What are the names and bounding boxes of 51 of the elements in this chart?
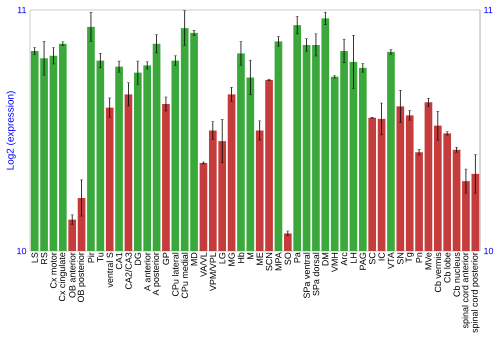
y-axis-title: Log2 (expression) — [6, 91, 16, 170]
x-tick-label: CA2/CA3 — [125, 252, 132, 290]
x-tick-label: DM — [322, 252, 328, 266]
x-tick-label: Tu — [97, 252, 104, 262]
x-tick-label: MD — [190, 252, 198, 266]
x-tick-label: spinal cord anterior — [462, 252, 470, 328]
x-tick-label: VPM/VPL — [210, 252, 216, 292]
x-tick-label: MPA — [275, 252, 282, 270]
x-tick-label: Cx cingulate — [58, 252, 67, 302]
x-tick-label: Tg — [406, 252, 414, 262]
x-tick-label: IC — [378, 252, 385, 260]
x-tick-label: ME — [256, 252, 263, 265]
x-tick-label: SPa dorsal — [312, 252, 320, 296]
x-tick-label: Cb vermis — [434, 252, 442, 292]
x-tick-label: ventral S — [106, 252, 113, 288]
x-tick-label: PAG — [360, 252, 366, 270]
x-tick-label: Arc — [340, 252, 348, 266]
x-tick-label: CA1 — [116, 252, 122, 270]
x-tick-label: Pa — [294, 252, 300, 262]
x-tick-label: Pir — [88, 252, 94, 262]
x-tick-label: CPu medial — [181, 252, 188, 298]
x-tick-label: DG — [134, 252, 141, 265]
x-tick-label: SPa ventral — [303, 252, 310, 298]
x-tick-label: A anterior — [144, 252, 150, 292]
x-tick-label: A posterior — [152, 252, 161, 296]
x-tick-label: Cx motor — [50, 252, 57, 288]
x-tick-label: OB anterior — [68, 252, 76, 298]
x-tick-label: VTA — [388, 252, 394, 269]
x-tick-label: Pn — [416, 252, 422, 262]
x-tick-label: VMH — [332, 252, 338, 272]
x-tick-label: Hb — [238, 252, 244, 263]
x-tick-label: OB posterior — [77, 252, 86, 302]
x-tick-label: VA/VL — [200, 252, 207, 277]
x-tick-label: SO — [284, 252, 291, 265]
x-tick-label: SC — [369, 252, 376, 264]
x-tick-label: RS — [40, 252, 48, 264]
x-tick-label: Cb nucleus — [453, 252, 460, 297]
x-tick-label: SCN — [266, 252, 272, 271]
x-tick-label: LH — [350, 252, 357, 263]
x-tick-label: LS — [32, 252, 38, 262]
x-tick-label: SN — [397, 252, 404, 264]
x-tick-label: M — [247, 252, 254, 259]
x-tick-label: CPu lateral — [172, 252, 179, 296]
x-tick-label: LG — [219, 252, 226, 264]
x-tick-label: spinal cord posterior — [471, 252, 480, 333]
x-tick-label: MVe — [425, 252, 432, 270]
x-tick-label: MG — [228, 252, 235, 266]
x-tick-label: GP — [162, 252, 170, 265]
x-tick-label: Cb lobe — [444, 252, 450, 283]
y2-tick-label: 10 — [484, 248, 494, 254]
y2-tick-label: 11 — [484, 6, 492, 14]
